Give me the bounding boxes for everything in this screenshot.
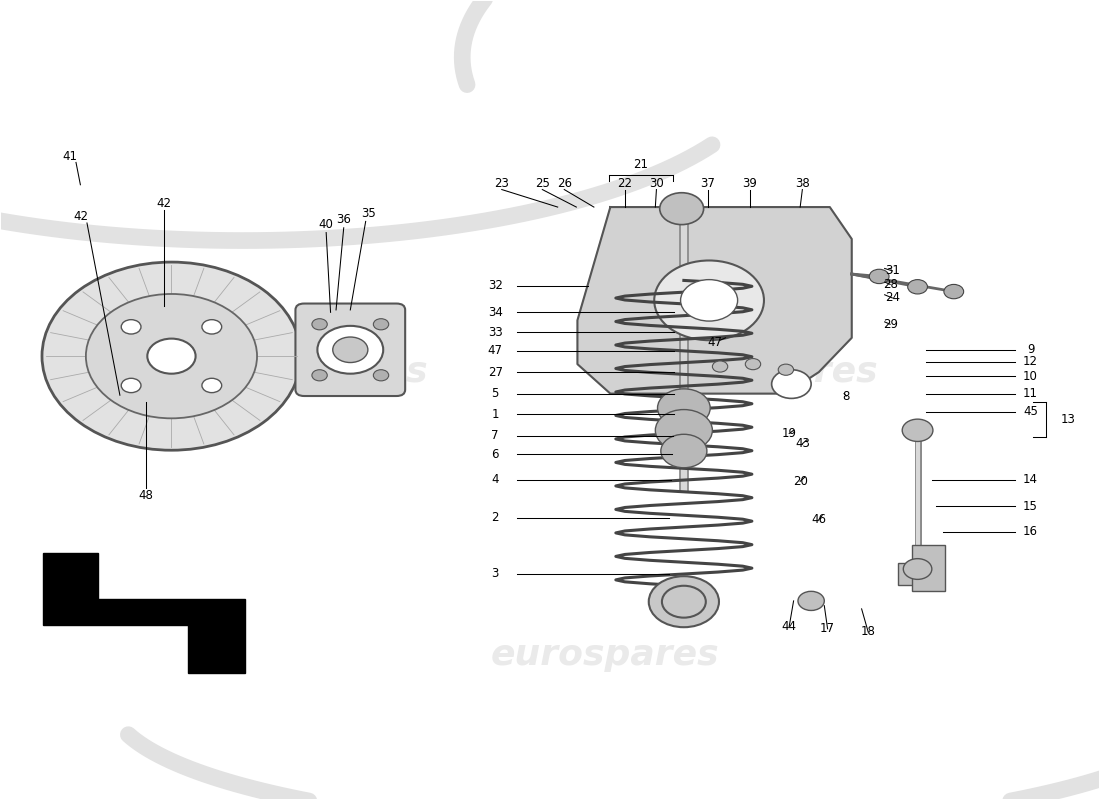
Circle shape — [202, 320, 222, 334]
Text: 36: 36 — [337, 214, 351, 226]
Text: 16: 16 — [1023, 525, 1038, 538]
Text: 23: 23 — [494, 177, 509, 190]
Circle shape — [42, 262, 301, 450]
Circle shape — [649, 576, 719, 627]
Text: 15: 15 — [1023, 499, 1038, 513]
FancyBboxPatch shape — [296, 303, 405, 396]
Text: 42: 42 — [156, 197, 172, 210]
Text: 22: 22 — [617, 177, 632, 190]
Circle shape — [902, 419, 933, 442]
Bar — [898, 562, 937, 585]
Text: 30: 30 — [649, 177, 663, 190]
Text: 38: 38 — [795, 177, 810, 190]
Circle shape — [908, 280, 927, 294]
Text: 37: 37 — [701, 177, 715, 190]
Text: 14: 14 — [1023, 474, 1038, 486]
Text: 46: 46 — [812, 513, 826, 526]
Text: 35: 35 — [362, 207, 376, 220]
Circle shape — [661, 434, 707, 468]
Text: 45: 45 — [1023, 406, 1038, 418]
Text: eurospares: eurospares — [200, 355, 428, 389]
Text: 29: 29 — [882, 318, 898, 330]
Text: 7: 7 — [492, 430, 499, 442]
Bar — [912, 545, 945, 591]
Circle shape — [662, 586, 706, 618]
Circle shape — [944, 285, 964, 298]
Text: 5: 5 — [492, 387, 498, 400]
Circle shape — [671, 592, 697, 611]
Text: 39: 39 — [742, 177, 757, 190]
Circle shape — [654, 261, 764, 340]
Text: 2: 2 — [492, 511, 499, 525]
Circle shape — [660, 193, 704, 225]
Text: 31: 31 — [884, 264, 900, 278]
Text: 13: 13 — [1060, 414, 1076, 426]
Circle shape — [658, 389, 711, 427]
Circle shape — [121, 320, 141, 334]
Text: 10: 10 — [1023, 370, 1038, 382]
Circle shape — [373, 370, 388, 381]
Text: 11: 11 — [1023, 387, 1038, 400]
Text: 40: 40 — [319, 218, 333, 231]
Text: 12: 12 — [1023, 355, 1038, 368]
Text: eurospares: eurospares — [650, 355, 878, 389]
Circle shape — [373, 318, 388, 330]
Circle shape — [121, 378, 141, 393]
Circle shape — [869, 270, 889, 284]
Text: 4: 4 — [492, 474, 499, 486]
Circle shape — [318, 326, 383, 374]
Text: 27: 27 — [487, 366, 503, 378]
Text: 41: 41 — [62, 150, 77, 162]
Text: 19: 19 — [782, 427, 796, 440]
Circle shape — [771, 370, 811, 398]
Text: 20: 20 — [793, 475, 807, 488]
Circle shape — [713, 361, 728, 372]
Text: 48: 48 — [139, 489, 154, 502]
Text: 25: 25 — [535, 177, 550, 190]
Polygon shape — [43, 553, 245, 673]
Text: 6: 6 — [492, 448, 499, 461]
Text: 43: 43 — [795, 438, 810, 450]
Circle shape — [656, 410, 713, 451]
Text: 3: 3 — [492, 567, 498, 580]
Text: 1: 1 — [492, 408, 499, 421]
Text: 24: 24 — [884, 291, 900, 305]
Text: 47: 47 — [487, 344, 503, 357]
Text: 33: 33 — [487, 326, 503, 338]
Circle shape — [86, 294, 257, 418]
Text: 26: 26 — [557, 177, 572, 190]
Text: 42: 42 — [73, 210, 88, 223]
Text: 17: 17 — [821, 622, 835, 635]
Circle shape — [903, 558, 932, 579]
Circle shape — [312, 370, 328, 381]
Text: 21: 21 — [634, 158, 649, 170]
Circle shape — [202, 378, 222, 393]
Polygon shape — [578, 207, 851, 394]
Text: 44: 44 — [782, 620, 796, 633]
Circle shape — [332, 337, 367, 362]
Text: eurospares: eurospares — [491, 638, 719, 672]
Text: 28: 28 — [882, 278, 898, 291]
Text: 32: 32 — [487, 279, 503, 293]
Circle shape — [681, 280, 738, 321]
Text: 9: 9 — [1026, 343, 1034, 356]
Text: 18: 18 — [861, 626, 876, 638]
Text: 8: 8 — [843, 390, 850, 402]
Circle shape — [778, 364, 793, 375]
Circle shape — [312, 318, 328, 330]
Circle shape — [147, 338, 196, 374]
Circle shape — [746, 358, 761, 370]
Circle shape — [798, 591, 824, 610]
Text: 34: 34 — [487, 306, 503, 319]
Text: 47: 47 — [707, 336, 722, 349]
